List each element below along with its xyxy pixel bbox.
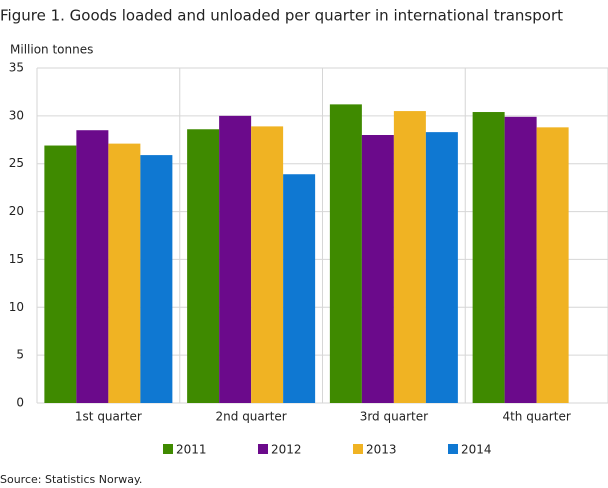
legend-swatch bbox=[353, 444, 363, 454]
y-tick-label: 30 bbox=[9, 108, 24, 122]
bar bbox=[187, 129, 220, 403]
y-tick-label: 20 bbox=[9, 204, 24, 218]
legend-swatch bbox=[258, 444, 268, 454]
x-tick-label: 3rd quarter bbox=[360, 410, 428, 424]
bar bbox=[425, 132, 458, 403]
bar bbox=[472, 112, 505, 404]
y-tick-label: 25 bbox=[9, 156, 24, 170]
y-tick-label: 10 bbox=[9, 300, 24, 314]
bar bbox=[283, 174, 316, 403]
y-tick-label: 35 bbox=[9, 61, 24, 75]
bar bbox=[140, 155, 173, 403]
bar bbox=[329, 104, 362, 403]
bar bbox=[393, 111, 426, 404]
bar bbox=[536, 127, 569, 403]
bar bbox=[76, 130, 109, 403]
bar bbox=[361, 135, 394, 403]
source: Source: Statistics Norway. bbox=[0, 473, 142, 486]
bar bbox=[219, 115, 252, 403]
y-tick-label: 15 bbox=[9, 252, 24, 266]
legend-label: 2014 bbox=[461, 443, 492, 457]
bar bbox=[44, 145, 77, 403]
chart-title: Figure 1. Goods loaded and unloaded per … bbox=[0, 7, 563, 25]
y-tick-label: 5 bbox=[16, 348, 24, 362]
y-axis-label: Million tonnes bbox=[10, 43, 93, 57]
x-tick-label: 2nd quarter bbox=[216, 410, 287, 424]
x-tick-label: 4th quarter bbox=[502, 410, 570, 424]
legend-label: 2013 bbox=[366, 443, 397, 457]
x-tick-label: 1st quarter bbox=[75, 410, 142, 424]
legend-swatch bbox=[163, 444, 173, 454]
bar bbox=[504, 116, 537, 404]
legend-label: 2011 bbox=[176, 443, 207, 457]
legend-label: 2012 bbox=[271, 443, 302, 457]
bar bbox=[108, 143, 141, 403]
y-tick-label: 0 bbox=[16, 396, 24, 410]
legend-swatch bbox=[448, 444, 458, 454]
bar bbox=[251, 126, 284, 403]
